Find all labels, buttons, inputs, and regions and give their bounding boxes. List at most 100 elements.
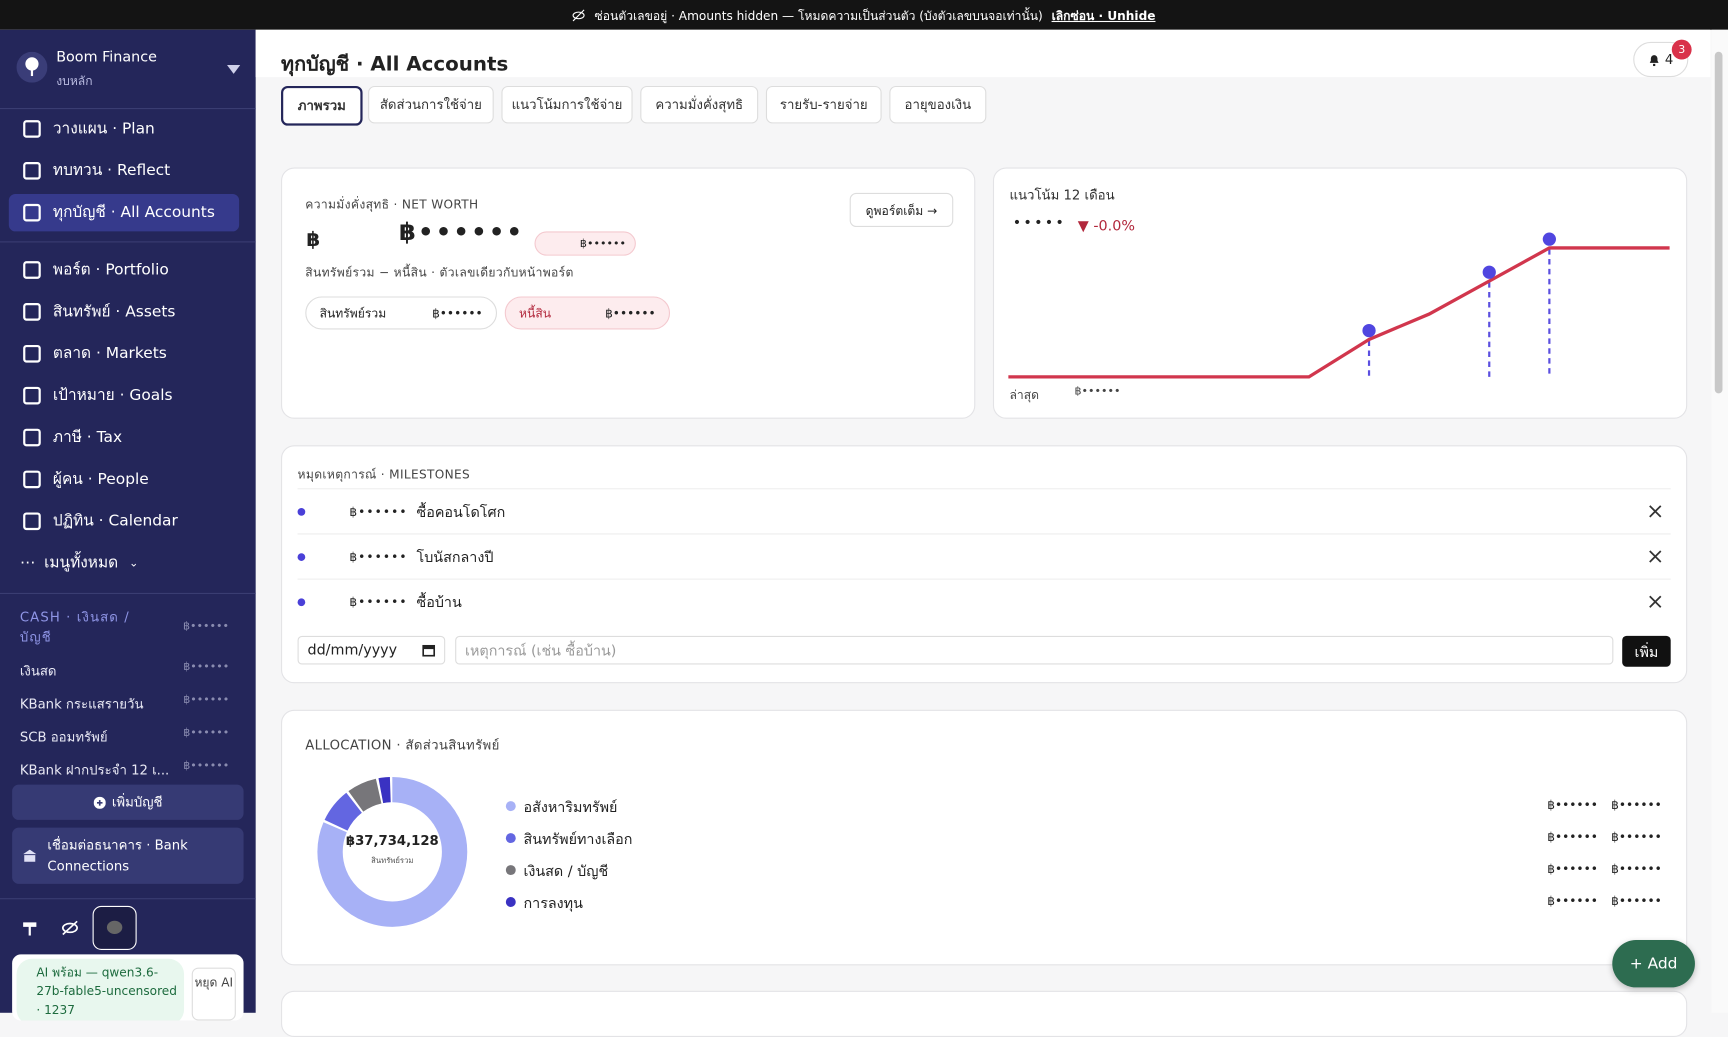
divider [0, 241, 256, 243]
tab[interactable]: ความมั่งคั่งสุทธิ [640, 85, 759, 124]
nav-item[interactable]: เป้าหมาย · Goals [9, 377, 239, 414]
view-portfolio-button[interactable]: ดูพอร์ตเต็ม → [849, 192, 954, 228]
add-account-button[interactable]: เพิ่มบัญชี [12, 784, 244, 820]
page-title: ทุกบัญชี · All Accounts [281, 52, 509, 77]
trend-hidden-value: ••••• [1012, 214, 1067, 232]
add-fab[interactable]: + Add [1612, 940, 1695, 988]
unhide-link[interactable]: เลิกซ่อน · Unhide [1051, 8, 1156, 23]
date-input[interactable]: dd/mm/yyyy [297, 635, 446, 665]
nav-item[interactable]: พอร์ต · Portfolio [9, 251, 239, 288]
legend-label: อสังหาริมทรัพย์ [523, 800, 618, 817]
more-menu[interactable]: ⋯ เมนูทั้งหมด ⌄ [9, 544, 239, 581]
tab[interactable]: รายรับ-รายจ่าย [765, 85, 882, 124]
nav-item[interactable]: ตลาด · Markets [9, 335, 239, 372]
account-row[interactable]: KBank กระแสรายวัน ฿•••••• [20, 694, 229, 715]
icon-shape [23, 120, 41, 138]
nav-label: พอร์ต · Portfolio [52, 261, 169, 279]
trend-card: แนวโน้ม 12 เดือน ••••• ▼ -0.0% ล่าสุด ฿•… [992, 167, 1688, 419]
tab[interactable]: ภาพรวม [281, 85, 363, 126]
account-name: KBank กระแสรายวัน [19, 696, 144, 712]
nav-item[interactable]: ภาษี · Tax [9, 419, 239, 456]
currency-symbol: ฿ [306, 228, 321, 252]
legend-swatch [505, 801, 516, 812]
nav-icon [23, 344, 41, 363]
remove-button[interactable] [1649, 505, 1662, 518]
nav-item[interactable]: ผู้คน · People [9, 461, 239, 498]
allocation-donut: สินทรัพย์รวม ฿37,734,128 [317, 776, 468, 927]
legend-value: ฿•••••• [1611, 797, 1662, 813]
sidebar: Boom Finance งบหลัก วางแผน · Plan ทบทวน ·… [0, 29, 256, 1021]
nav-icon [23, 261, 41, 279]
plus-icon [93, 796, 106, 809]
bank-label: เชื่อมต่อธนาคาร · Bank Connections [47, 836, 188, 874]
legend-value: ฿•••••• [1611, 861, 1662, 877]
chevron: ⌄ [129, 557, 139, 570]
hide-icon[interactable] [61, 920, 79, 936]
chat-icon [106, 920, 123, 934]
bell-icon [1649, 54, 1659, 66]
milestone-row: ฿•••••• โบนัสกลางปี [297, 533, 1671, 578]
icon-shape [23, 161, 41, 180]
nav-item[interactable]: ทุกบัญชี · All Accounts [8, 193, 240, 232]
legend-label: การลงทุน [523, 895, 583, 913]
privacy-banner: ซ่อนตัวเลขอยู่ · Amounts hidden — โหมดคว… [0, 0, 1728, 30]
bank-connections[interactable]: เชื่อมต่อธนาคาร · Bank Connections [12, 827, 244, 884]
x-icon [1649, 505, 1662, 518]
chat-button[interactable] [92, 905, 137, 950]
net-worth-card: ความมั่งคั่งสุทธิ · NET WORTH ฿ ฿•••••• … [281, 167, 976, 419]
x-icon [1649, 550, 1662, 563]
nav-item[interactable]: ปฏิทิน · Calendar [9, 503, 239, 540]
icon-shape [23, 512, 41, 531]
milestones-card: หมุดเหตุการณ์ · MILESTONES ฿•••••• ซื้อคอ… [281, 445, 1688, 684]
legend-amount: ฿•••••• [1547, 829, 1598, 845]
banner-text: ซ่อนตัวเลขอยู่ · Amounts hidden — โหมดคว… [594, 8, 1043, 23]
nav-icon [23, 120, 41, 138]
legend-amount: ฿•••••• [1547, 861, 1598, 877]
add-milestone-button[interactable]: เพิ่ม [1622, 635, 1671, 667]
event-input[interactable]: เหตุการณ์ (เช่น ซื้อบ้าน) [455, 635, 1614, 665]
ai-status-text: AI พร้อม — qwen3.6-27b-fable5-uncensored… [16, 958, 185, 1021]
remove-button[interactable] [1649, 595, 1662, 608]
next-card [281, 990, 1688, 1037]
icon-shape [23, 470, 41, 489]
nav-icon [23, 161, 41, 180]
scrollbar-thumb[interactable] [1714, 51, 1723, 394]
donut-total-label: สินทรัพย์รวม [371, 856, 414, 865]
legend-swatch [505, 865, 516, 876]
milestone-label: ซื้อคอนโดโศก [416, 504, 506, 521]
milestone-dot [297, 597, 306, 606]
remove-button[interactable] [1649, 550, 1662, 563]
tab[interactable]: อายุของเงิน [889, 85, 987, 124]
account-amount: ฿•••••• [183, 694, 230, 707]
ai-status: AI พร้อม — qwen3.6-27b-fable5-uncensored… [12, 954, 244, 1021]
nav-label: ผู้คน · People [52, 470, 149, 489]
nav-icon [23, 512, 41, 531]
dropdown-caret[interactable] [227, 65, 241, 74]
theme-icon[interactable] [22, 920, 37, 936]
latest-label: ล่าสุด [1009, 387, 1039, 403]
milestones-title: หมุดเหตุการณ์ · MILESTONES [297, 467, 471, 482]
nav-item[interactable]: วางแผน · Plan [9, 110, 239, 147]
account-amount: ฿•••••• [183, 760, 230, 773]
milestone-amount: ฿•••••• [349, 549, 408, 564]
account-row[interactable]: เงินสด ฿•••••• [20, 661, 229, 682]
account-row[interactable]: KBank ฝากประจำ 12 เ... ฿•••••• [20, 760, 229, 781]
nav-icon [23, 303, 41, 321]
tab[interactable]: แนวโน้มการใช้จ่าย [501, 85, 633, 124]
nav-item[interactable]: ทบทวน · Reflect [9, 152, 239, 189]
x-icon [1649, 595, 1662, 608]
account-name: SCB ออมทรัพย์ [19, 729, 108, 745]
assets-label: สินทรัพย์รวม [319, 306, 387, 321]
account-name: KBank ฝากประจำ 12 เ... [19, 762, 170, 779]
net-worth-change: ฿•••••• [534, 231, 636, 256]
tab[interactable]: สัดส่วนการใช้จ่าย [368, 85, 494, 124]
milestone-row: ฿•••••• ซื้อคอนโดโศก [297, 488, 1671, 533]
account-row[interactable]: SCB ออมทรัพย์ ฿•••••• [20, 727, 229, 748]
legend-label: สินทรัพย์ทางเลือก [523, 832, 633, 849]
cash-total: ฿•••••• [182, 620, 229, 633]
legend-swatch [505, 897, 516, 907]
scrollbar-track [1711, 29, 1728, 1013]
milestone-dot [297, 552, 306, 561]
nav-item[interactable]: สินทรัพย์ · Assets [9, 293, 239, 330]
